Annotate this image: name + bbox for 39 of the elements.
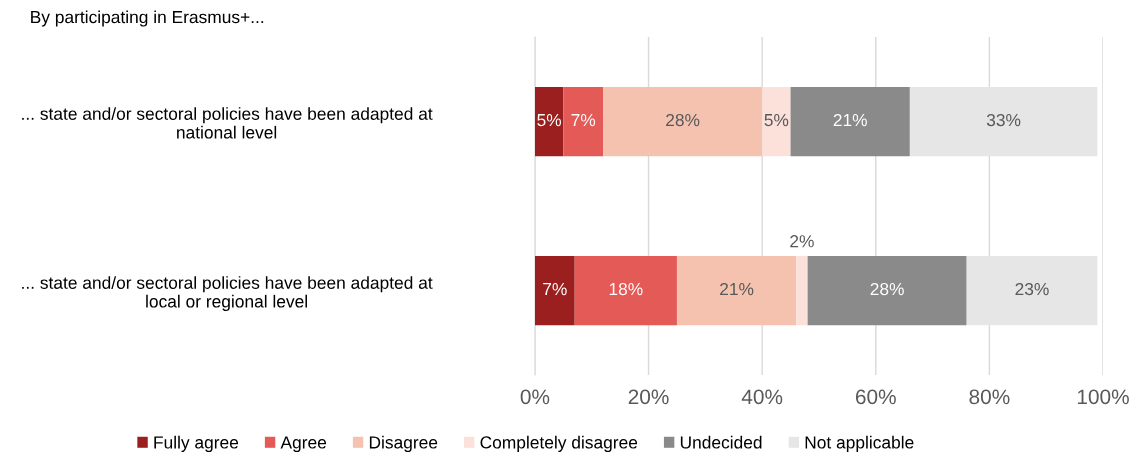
legend-label: Undecided [680,435,762,449]
bar [790,86,910,157]
bar [807,255,967,326]
text: By participating in Erasmus+... [31,10,264,27]
legend-label: Not applicable [805,435,914,453]
data-label: 2% [790,235,814,248]
x-tick-label: 20% [628,389,669,405]
data-label: 28% [666,113,700,127]
data-label: 21% [833,113,867,127]
data-label: 7% [571,113,596,127]
bar [574,255,677,326]
bar [909,86,1098,157]
x-tick-label: 40% [741,389,783,405]
data-label: 33% [986,113,1021,127]
bar [676,255,797,326]
bar [563,86,604,157]
data-label: 21% [720,282,754,296]
legend-label: Completely disagree [480,435,638,453]
legend-label: Agree [280,436,327,453]
x-tick-label: 80% [969,389,1010,405]
data-label: 7% [543,282,567,296]
x-tick-label: 0% [520,389,550,405]
bar [796,255,808,326]
x-tick-label: 60% [855,389,896,405]
legend-label: Fully agree [154,435,239,453]
bar [966,255,1098,326]
y-tick-label: ... state and/or sectoral policies have been adapted at local or regional level [22,276,433,312]
data-label: 28% [870,282,904,296]
bar [603,86,763,157]
bar [762,86,791,157]
data-label: 5% [764,113,789,127]
data-label: 5% [537,113,562,127]
bar [534,255,575,326]
y-tick-label: ... state and/or sectoral policies have been adapted at national level [22,107,433,139]
data-label: 18% [609,282,643,296]
x-tick-label: 100% [1077,389,1129,405]
data-label: 23% [1015,282,1049,296]
bar [534,86,564,157]
legend-label: Disagree [369,435,438,453]
